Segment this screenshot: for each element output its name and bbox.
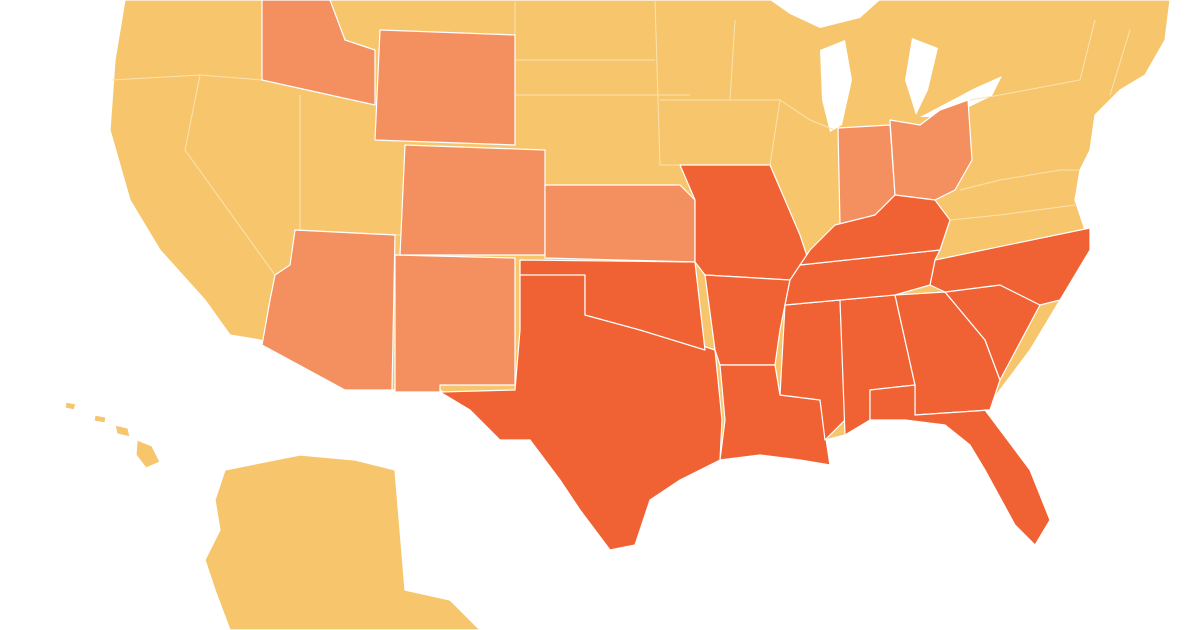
lake [905, 38, 938, 115]
state [114, 424, 131, 438]
state [64, 401, 77, 411]
border [969, 79, 1081, 101]
border [1079, 19, 1096, 81]
lake [920, 76, 1002, 117]
border [779, 99, 836, 131]
state [135, 439, 161, 469]
state [93, 414, 107, 424]
state [204, 454, 481, 630]
state [704, 274, 791, 366]
lake [820, 40, 852, 132]
state [544, 184, 696, 263]
state [374, 29, 516, 146]
state [929, 227, 1091, 306]
state [799, 194, 951, 266]
state [719, 364, 831, 466]
border [959, 169, 1080, 191]
state [261, 0, 376, 106]
state [784, 249, 941, 306]
state [399, 144, 546, 256]
border [949, 204, 1076, 221]
state [261, 229, 396, 391]
border [654, 0, 680, 166]
border [1109, 29, 1131, 96]
state [394, 254, 516, 393]
border [729, 19, 736, 101]
border [184, 74, 276, 276]
state [869, 384, 1051, 546]
lake [770, 0, 880, 28]
state [519, 259, 706, 351]
